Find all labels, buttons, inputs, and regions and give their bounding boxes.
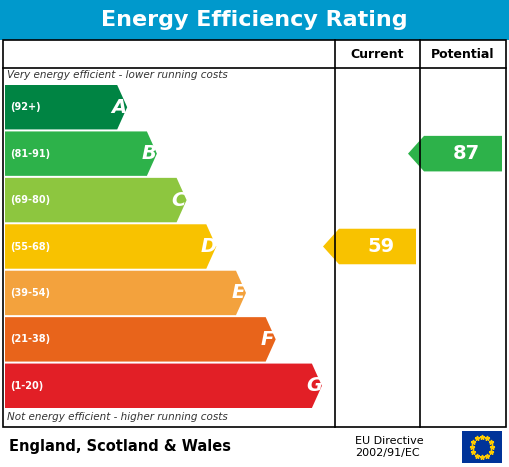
- Text: 87: 87: [453, 144, 480, 163]
- Polygon shape: [5, 131, 157, 176]
- Bar: [3, 40, 506, 427]
- Text: D: D: [200, 237, 216, 256]
- Text: (1-20): (1-20): [10, 381, 43, 391]
- Text: England, Scotland & Wales: England, Scotland & Wales: [9, 439, 231, 454]
- Text: (92+): (92+): [10, 102, 41, 112]
- Text: (39-54): (39-54): [10, 288, 50, 298]
- Text: F: F: [261, 330, 274, 349]
- Text: (81-91): (81-91): [10, 149, 50, 159]
- Polygon shape: [5, 224, 216, 269]
- Polygon shape: [5, 364, 322, 408]
- Text: Current: Current: [351, 48, 404, 61]
- Polygon shape: [5, 85, 127, 129]
- Text: 59: 59: [367, 237, 394, 256]
- Polygon shape: [5, 178, 187, 222]
- Text: B: B: [142, 144, 156, 163]
- Polygon shape: [323, 229, 416, 264]
- Text: A: A: [111, 98, 127, 117]
- Text: Energy Efficiency Rating: Energy Efficiency Rating: [101, 10, 408, 30]
- Polygon shape: [408, 136, 502, 171]
- Text: C: C: [172, 191, 186, 210]
- Text: (55-68): (55-68): [10, 241, 50, 252]
- Text: Not energy efficient - higher running costs: Not energy efficient - higher running co…: [7, 412, 228, 422]
- Text: (21-38): (21-38): [10, 334, 50, 344]
- Text: Very energy efficient - lower running costs: Very energy efficient - lower running co…: [7, 70, 228, 80]
- Polygon shape: [5, 317, 276, 361]
- Polygon shape: [5, 271, 246, 315]
- Text: (69-80): (69-80): [10, 195, 50, 205]
- Text: EU Directive: EU Directive: [355, 436, 423, 446]
- Text: Potential: Potential: [431, 48, 495, 61]
- Bar: [0, 0, 509, 40]
- Text: G: G: [306, 376, 322, 395]
- Text: E: E: [231, 283, 245, 303]
- Text: 2002/91/EC: 2002/91/EC: [355, 448, 419, 458]
- Bar: [462, 431, 502, 463]
